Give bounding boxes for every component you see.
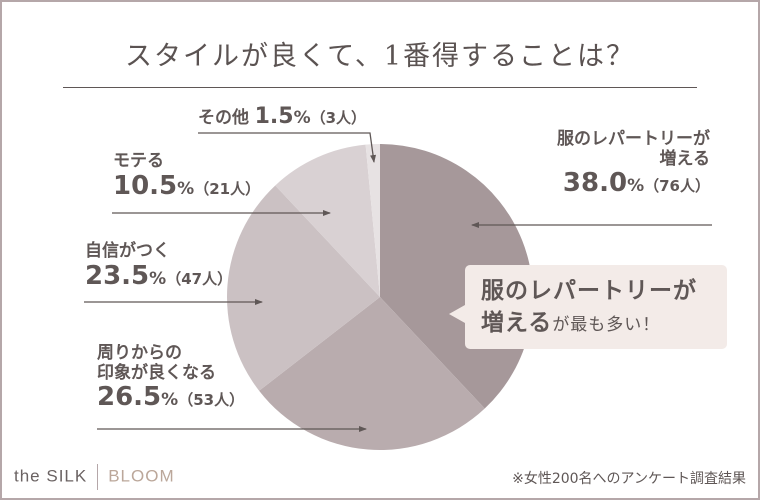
pie-slice-2 — [227, 185, 380, 391]
brand-divider — [97, 464, 99, 490]
pie-slice-1 — [259, 297, 485, 451]
label-impression-name-2: 印象が良くなる — [97, 362, 216, 383]
pie-slice-4 — [365, 144, 380, 297]
highlight-callout: 服のレパートリーが 増えるが最も多い！ — [449, 265, 727, 349]
label-other: その他 1.5%（3人） — [198, 104, 367, 129]
callout-rest: が最も多い！ — [552, 315, 661, 335]
label-confidence: 自信がつく 23.5%（47人） — [85, 241, 233, 291]
title-divider — [63, 87, 697, 88]
label-impression: 周りからの 印象が良くなる 26.5%（53人） — [97, 343, 245, 413]
label-clothes-pct: 38.0 — [562, 168, 628, 199]
brand-right: BLOOM — [108, 466, 175, 486]
arrow-other — [198, 132, 377, 163]
pie-slice-3 — [275, 144, 380, 297]
label-clothes-name-2: 増える — [659, 148, 711, 169]
label-popular-pct: 10.5 — [113, 170, 178, 201]
label-impression-name-1: 周りからの — [97, 343, 182, 363]
label-popular-name: モテる — [113, 151, 164, 171]
callout-bold-2: 増える — [481, 310, 553, 336]
callout-line-1: 服のレパートリーが — [481, 278, 697, 304]
label-confidence-pct: 23.5 — [85, 260, 150, 291]
chart-title: スタイルが良くて、1番得することは？ — [124, 41, 636, 72]
label-clothes: 服のレパートリーが 増える 38.0%（76人） — [557, 129, 711, 199]
label-popular: モテる 10.5%（21人） — [113, 151, 261, 201]
brand-logo: the SILK BLOOM — [14, 464, 175, 490]
label-confidence-name: 自信がつく — [85, 241, 170, 261]
survey-note: ※女性200名へのアンケート調査結果 — [512, 471, 746, 487]
label-other-pct: 1.5 — [254, 104, 294, 129]
brand-left: the SILK — [14, 466, 88, 486]
label-other-name: その他 — [198, 108, 249, 128]
label-impression-pct: 26.5 — [97, 382, 162, 413]
label-clothes-name-1: 服のレパートリーが — [557, 129, 710, 149]
